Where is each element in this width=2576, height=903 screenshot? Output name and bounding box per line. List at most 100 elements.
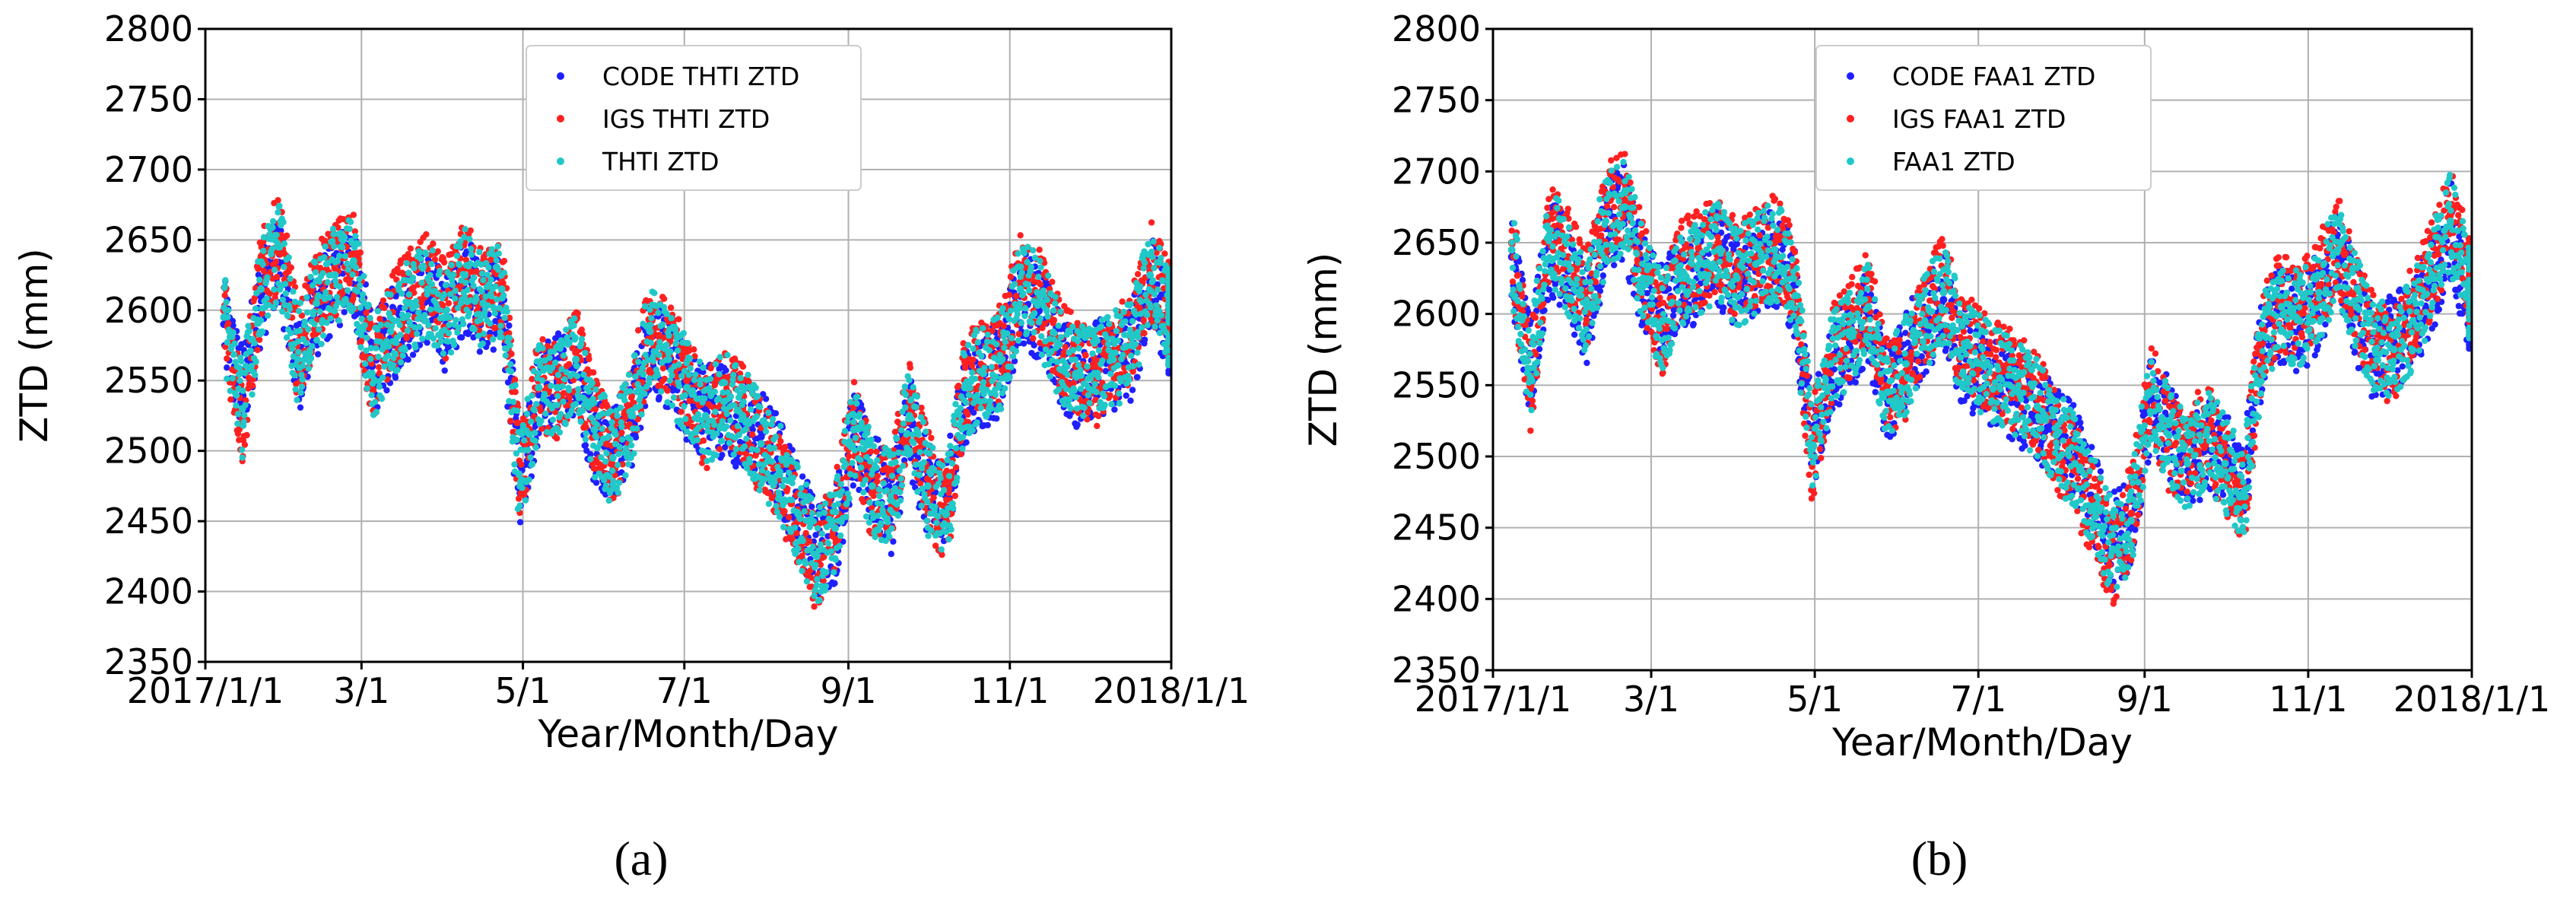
scatter-point [485, 264, 492, 271]
scatter-point [560, 352, 567, 359]
scatter-point [349, 271, 356, 278]
scatter-point [326, 294, 333, 301]
scatter-point [732, 463, 739, 470]
scatter-point [582, 436, 589, 443]
scatter-point [427, 306, 434, 313]
scatter-point [834, 463, 840, 471]
data-point [868, 489, 876, 498]
scatter-point [344, 287, 351, 294]
scatter-point [371, 399, 379, 405]
scatter-point [615, 462, 621, 469]
scatter-point [361, 322, 368, 329]
scatter-point [221, 292, 228, 299]
scatter-point [233, 392, 240, 399]
scatter-point [347, 218, 354, 226]
scatter-point [669, 372, 675, 379]
data-point [349, 250, 357, 258]
scatter-point [658, 388, 665, 395]
scatter-point [646, 321, 654, 329]
scatter-point [458, 334, 465, 341]
scatter-point [532, 429, 538, 437]
scatter-point [412, 344, 419, 351]
scatter-point [480, 277, 487, 284]
scatter-point [1119, 298, 1126, 305]
scatter-point [507, 361, 514, 368]
scatter-point [969, 362, 976, 369]
scatter-point [850, 482, 857, 489]
scatter-point [350, 305, 357, 312]
scatter-point [432, 325, 439, 332]
scatter-point [254, 346, 261, 354]
scatter-point [307, 348, 314, 356]
scatter-point [309, 343, 316, 350]
scatter-point [970, 356, 977, 364]
scatter-point [659, 364, 667, 372]
scatter-marks-a [220, 197, 1173, 610]
scatter-point [532, 444, 539, 451]
scatter-point [552, 335, 559, 342]
scatter-point [907, 364, 914, 371]
scatter-point [447, 348, 455, 356]
scatter-point [470, 274, 478, 281]
scatter-point [510, 399, 517, 405]
scatter-point [312, 269, 319, 276]
scatter-point [548, 383, 554, 389]
scatter-point [592, 386, 599, 393]
scatter-point [467, 227, 474, 234]
scatter-point [1141, 329, 1148, 337]
scatter-point [495, 250, 503, 257]
scatter-point [448, 262, 455, 269]
scatter-point [357, 249, 364, 256]
scatter-point [407, 245, 415, 252]
scatter-point [1134, 271, 1142, 278]
scatter-point [402, 346, 408, 353]
scatter-point [471, 326, 478, 333]
scatter-point [286, 306, 294, 313]
scatter-point [322, 243, 329, 250]
scatter-point [527, 454, 534, 461]
scatter-point [507, 418, 514, 424]
scatter-point [491, 310, 498, 317]
scatter-point [230, 329, 237, 336]
scatter-point [419, 335, 426, 342]
scatter-point [962, 364, 969, 371]
scatter-point [495, 266, 502, 273]
scatter-point [346, 225, 353, 233]
scatter-point [321, 254, 328, 261]
scatter-point [678, 409, 684, 415]
scatter-point [430, 240, 437, 247]
scatter-point [578, 335, 586, 342]
scatter-point [480, 330, 488, 337]
scatter-point [449, 281, 456, 288]
scatter-point [297, 404, 304, 411]
scatter-point [582, 441, 589, 449]
scatter-point [1037, 281, 1044, 288]
scatter-point [249, 382, 256, 389]
scatter-point [587, 451, 594, 458]
scatter-point [280, 218, 287, 226]
scatter-point [538, 377, 546, 384]
scatter-point [538, 417, 545, 424]
scatter-point [951, 492, 958, 500]
scatter-point [507, 342, 513, 348]
scatter-point [947, 432, 954, 439]
scatter-point [274, 273, 281, 281]
scatter-point [874, 472, 881, 479]
scatter-point [716, 446, 723, 453]
scatter-point [464, 287, 472, 294]
scatter-point [466, 236, 473, 243]
scatter-point [523, 410, 531, 418]
scatter-point [326, 332, 333, 340]
scatter-point [1074, 421, 1081, 428]
scatter-point [418, 256, 424, 262]
scatter-point [299, 376, 306, 383]
scatter-point [375, 364, 383, 370]
scatter-point [667, 348, 674, 355]
scatter-point [570, 322, 577, 329]
scatter-point [413, 330, 421, 337]
scatter-point [294, 396, 300, 404]
scatter-point [314, 351, 322, 358]
scatter-point [279, 296, 287, 304]
scatter-point [470, 334, 477, 341]
